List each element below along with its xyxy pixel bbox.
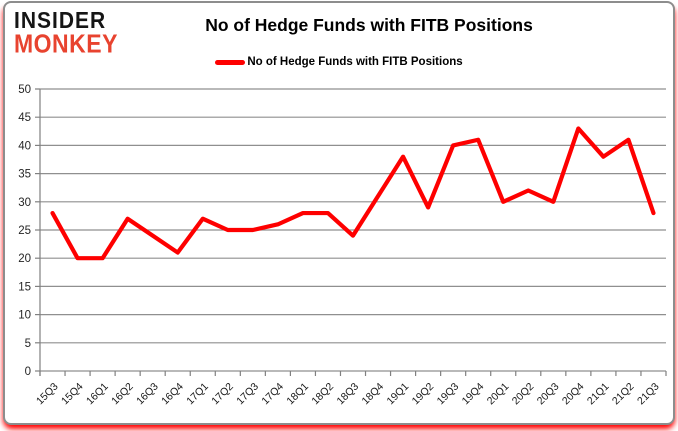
- chart-title: No of Hedge Funds with FITB Positions: [205, 15, 533, 35]
- x-axis-label: 18Q3: [334, 381, 361, 408]
- y-axis-label: 0: [25, 366, 31, 378]
- legend-label: No of Hedge Funds with FITB Positions: [247, 56, 463, 68]
- x-axis-label: 19Q3: [435, 381, 462, 408]
- x-axis-label: 18Q4: [360, 381, 387, 408]
- x-axis-label: 19Q1: [385, 381, 412, 408]
- x-axis-label: 20Q3: [535, 381, 562, 408]
- x-axis-label: 21Q3: [635, 381, 662, 408]
- chart-legend: No of Hedge Funds with FITB Positions: [5, 56, 673, 68]
- x-axis-label: 18Q2: [309, 381, 336, 408]
- y-axis-label: 5: [25, 338, 31, 350]
- x-axis-label: 15Q3: [34, 381, 61, 408]
- y-axis-label: 45: [18, 112, 31, 124]
- x-axis-label: 21Q2: [610, 381, 637, 408]
- x-axis-label: 17Q1: [184, 381, 211, 408]
- x-axis-label: 16Q4: [159, 381, 186, 408]
- y-axis-label: 50: [18, 84, 31, 96]
- y-axis-label: 30: [18, 197, 31, 209]
- logo-text-monkey: MONKEY: [14, 28, 118, 58]
- y-axis-label: 35: [18, 169, 31, 181]
- logo-text-insider: INSIDER: [14, 7, 107, 34]
- x-axis-label: 21Q1: [585, 381, 612, 408]
- line-chart: 0 5 10 15 20 25 30 35 40 45 50 15Q315Q416Q116Q216Q3…: [18, 84, 667, 408]
- chart-card: INSIDER MONKEY No of Hedge Funds with FI…: [3, 1, 675, 425]
- y-axis-label: 25: [18, 225, 31, 237]
- x-axis-label: 16Q3: [134, 381, 161, 408]
- x-axis-label: 20Q1: [485, 381, 512, 408]
- y-axis-label: 20: [18, 253, 31, 265]
- x-axis-label: 17Q4: [259, 381, 286, 408]
- x-axis-label: 16Q1: [84, 381, 111, 408]
- insider-monkey-logo: INSIDER MONKEY: [14, 7, 118, 58]
- y-axis-label: 10: [18, 310, 31, 322]
- x-axis-label: 17Q2: [209, 381, 236, 408]
- x-axis-label: 20Q4: [560, 381, 587, 408]
- x-axis-label: 19Q2: [410, 381, 437, 408]
- x-axis-label: 16Q2: [109, 381, 136, 408]
- x-axis-label: 20Q2: [510, 381, 537, 408]
- legend-line-icon: [215, 59, 246, 65]
- series-line: [50, 126, 656, 261]
- x-axis-label: 17Q3: [234, 381, 261, 408]
- x-axis-label: 18Q1: [284, 381, 311, 408]
- y-axis-label: 40: [18, 140, 31, 152]
- plot-area: 0 5 10 15 20 25 30 35 40 45 50 15Q3 15Q4 16Q1 16Q2 16Q3…: [5, 79, 673, 423]
- y-axis-label: 15: [18, 281, 31, 293]
- x-axis-label: 15Q4: [59, 381, 86, 408]
- x-axis-label: 19Q4: [460, 381, 487, 408]
